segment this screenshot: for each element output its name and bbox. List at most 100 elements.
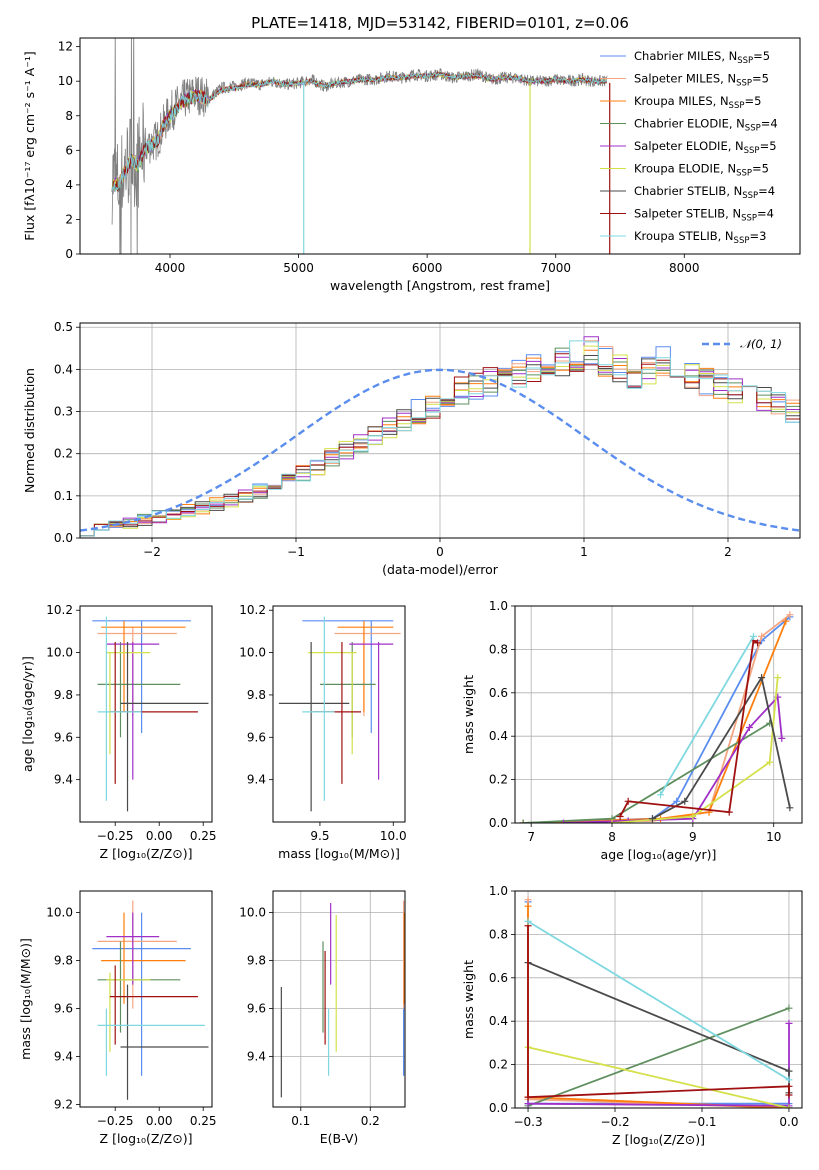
mass-weight-marker <box>616 812 624 820</box>
x-tick-label: 6000 <box>412 261 443 275</box>
axes-frame <box>79 605 213 823</box>
x-tick-label: 0.25 <box>190 829 217 843</box>
x-tick-label: −0.2 <box>600 1115 629 1129</box>
x-tick-label: 0.25 <box>190 1114 217 1128</box>
errorbar-point <box>278 642 350 812</box>
residual-histogram-step <box>80 336 800 537</box>
age-vs-mass-panel: 9.5 10.0 9.4 9.6 9.8 10.0 10.2 mass [log₁₀(M/M⊙… <box>239 603 406 861</box>
mass-weight-line <box>527 1046 790 1108</box>
x-tick-label: 7 <box>527 830 535 844</box>
residual-histogram-panel: −2 −1 0 1 2 0.0 0.1 0.2 0.3 0.4 0.5 (data-model)/er… <box>22 320 801 577</box>
errorbar-point <box>120 642 209 812</box>
mass-weight-marker <box>785 1067 793 1075</box>
y-tick-label: 0.6 <box>489 686 508 700</box>
errorbar-point <box>109 642 198 784</box>
y-axis-label: mass weight <box>461 960 476 1039</box>
y-tick-label: 9.8 <box>247 688 266 702</box>
legend-entry: Salpeter ELODIE, NSSP=5 <box>634 139 777 156</box>
y-tick-label: 12 <box>58 40 73 54</box>
plot-area <box>80 336 800 537</box>
x-tick-label: 10 <box>766 830 781 844</box>
x-tick-label: −0.25 <box>97 1114 134 1128</box>
mass-weight-marker <box>766 758 774 766</box>
y-tick-label: 10.0 <box>239 906 266 920</box>
errorbar-point <box>106 642 160 780</box>
y-tick-label: 9.8 <box>54 688 73 702</box>
mass-weight-marker <box>524 917 532 925</box>
y-tick-label: 0.2 <box>54 447 73 461</box>
y-tick-label: 10.2 <box>46 603 73 617</box>
errorbar-point <box>334 627 401 717</box>
y-axis-label: age [log₁₀(age/yr)] <box>20 656 35 772</box>
plot-area <box>280 900 405 1098</box>
mass-weight-marker <box>758 632 766 640</box>
mass-weight-marker <box>774 674 782 682</box>
y-axis-label: Flux [fλ10⁻¹⁷ erg cm⁻² s⁻¹ A⁻¹] <box>22 51 37 240</box>
legend-entry: Chabrier MILES, NSSP=5 <box>634 49 770 66</box>
mass-weight-marker <box>778 734 786 742</box>
axes-frame <box>272 605 406 823</box>
model-spectrum-line <box>111 71 608 193</box>
mass-weight-marker <box>749 632 757 640</box>
y-tick-label: 9.4 <box>247 773 266 787</box>
y-tick-label: 0.3 <box>54 405 73 419</box>
y-tick-label: 0.2 <box>489 1058 508 1072</box>
x-tick-label: 1 <box>580 545 588 559</box>
observed-spectrum-line <box>111 38 608 254</box>
mass-weight-marker <box>785 1091 793 1099</box>
x-axis-label: Z [log₁₀(Z/Z⊙)] <box>100 846 193 861</box>
y-tick-label: 0.0 <box>489 816 508 830</box>
y-tick-label: 9.4 <box>54 1050 73 1064</box>
x-tick-label: −2 <box>143 545 161 559</box>
legend-entry: Chabrier ELODIE, NSSP=4 <box>634 117 778 134</box>
y-tick-label: 10.2 <box>239 603 266 617</box>
axes-frame <box>79 890 213 1108</box>
x-axis-label: Z [log₁₀(Z/Z⊙)] <box>612 1132 705 1147</box>
mass-vs-ebv-panel: 0.1 0.2 9.4 9.6 9.8 10.0 E(B-V) <box>239 890 406 1146</box>
x-tick-label: 4000 <box>155 261 186 275</box>
x-tick-label: −0.25 <box>97 829 134 843</box>
y-tick-label: 0.1 <box>54 489 73 503</box>
mass-weight-line <box>563 695 783 823</box>
x-tick-label: 0.1 <box>291 1114 310 1128</box>
errorbar-point <box>337 620 394 712</box>
x-axis-label: wavelength [Angstrom, rest frame] <box>330 278 550 293</box>
x-tick-label: 10.0 <box>380 829 407 843</box>
y-tick-label: 2 <box>65 212 73 226</box>
errorbar-point <box>97 1008 205 1076</box>
y-tick-label: 0.4 <box>489 729 508 743</box>
errorbar-point <box>302 620 394 734</box>
x-tick-label: 0.2 <box>361 1114 380 1128</box>
x-tick-label: −0.1 <box>687 1115 716 1129</box>
mass-weight-marker <box>524 1093 532 1101</box>
legend-entry: Kroupa STELIB, NSSP=3 <box>634 229 766 246</box>
errorbar-point <box>106 651 151 755</box>
x-tick-label: 2 <box>724 545 732 559</box>
figure-title: PLATE=1418, MJD=53142, FIBERID=0101, z=0… <box>251 14 629 32</box>
plot-area <box>92 900 209 1100</box>
mass-weight-marker <box>754 639 762 647</box>
plot-area <box>278 616 401 812</box>
massweight-vs-metallicity-panel: −0.3 −0.2 −0.1 0.0 0.0 0.2 0.4 0.6 0.8 1.0 Z [log₁… <box>461 884 803 1147</box>
errorbar-point <box>349 642 394 780</box>
mass-weight-marker <box>608 819 616 823</box>
y-tick-label: 8 <box>65 109 73 123</box>
mass-weight-marker <box>657 791 665 799</box>
x-tick-label: 9.5 <box>310 829 329 843</box>
legend-entry: 𝒩(0, 1) <box>740 337 782 351</box>
y-tick-label: 0.4 <box>489 1014 508 1028</box>
y-tick-label: 10.0 <box>46 906 73 920</box>
axes-frame <box>514 605 803 824</box>
legend-entry: Kroupa MILES, NSSP=5 <box>634 94 761 111</box>
plot-area <box>519 611 794 823</box>
y-tick-label: 0.6 <box>489 971 508 985</box>
mass-weight-line <box>523 722 771 823</box>
y-tick-label: 0 <box>65 247 73 261</box>
mass-weight-marker <box>524 896 532 904</box>
y-tick-label: 10.0 <box>239 646 266 660</box>
mass-weight-marker <box>785 1082 793 1090</box>
mass-weight-marker <box>524 902 532 910</box>
spectrum-panel: 4000 5000 6000 7000 8000 0 2 4 6 8 10 12 wavelength … <box>22 37 801 293</box>
y-tick-label: 9.6 <box>54 1002 73 1016</box>
